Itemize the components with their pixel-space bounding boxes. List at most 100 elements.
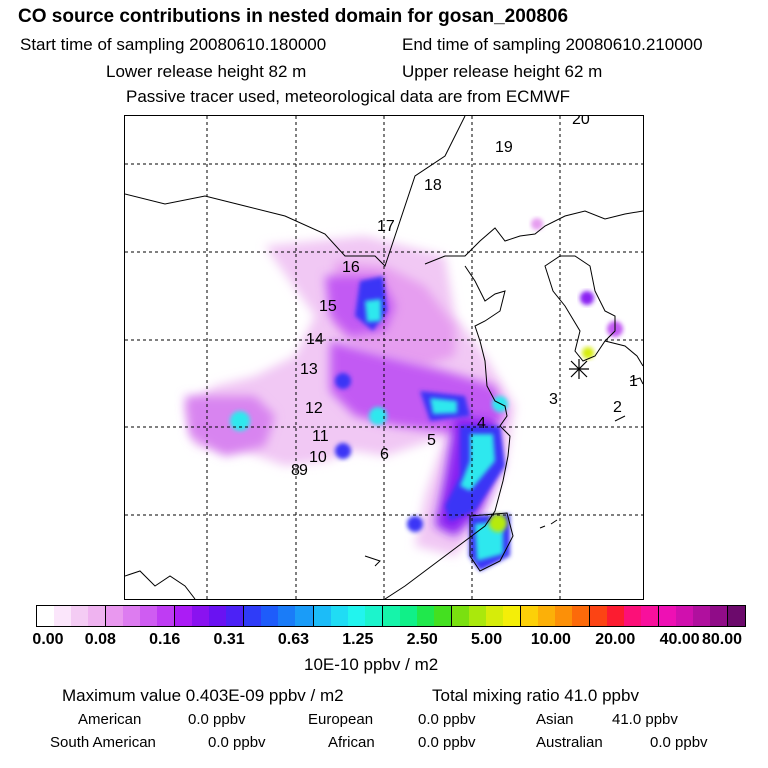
colorbar-swatch [641, 606, 659, 626]
colorbar-swatch [468, 606, 486, 626]
colorbar-swatch [295, 606, 313, 626]
colorbar-swatch [157, 606, 175, 626]
map-svg: 1 2 3 4 5 6 8 9 10 11 12 13 14 15 16 17 … [125, 116, 643, 599]
colorbar-tick-label: 0.08 [84, 631, 116, 648]
colorbar-swatch [347, 606, 365, 626]
colorbar-tick-label: 2.50 [406, 631, 438, 648]
south-american-label: South American [50, 734, 156, 751]
colorbar-swatch [192, 606, 210, 626]
colorbar-swatch [209, 606, 227, 626]
upper-release-height: Upper release height 62 m [402, 62, 603, 81]
colorbar-swatch [519, 606, 538, 626]
african-label: African [328, 734, 375, 751]
american-label: American [78, 711, 142, 728]
traj-label-4: 4 [477, 415, 486, 432]
plume-core-3 [460, 434, 495, 491]
colorbar-swatch [278, 606, 296, 626]
colorbar-swatch [54, 606, 72, 626]
asian-label: Asian [536, 711, 574, 728]
colorbar-swatch [364, 606, 382, 626]
colorbar-swatch [502, 606, 520, 626]
colorbar-swatch [312, 606, 331, 626]
colorbar-tick-label: 0.00 [32, 631, 64, 648]
plume-spot-2 [369, 407, 387, 425]
colorbar-swatch [710, 606, 728, 626]
colorbar-swatch [624, 606, 642, 626]
map-panel: 1 2 3 4 5 6 8 9 10 11 12 13 14 15 16 17 … [124, 115, 644, 600]
traj-label-11: 11 [312, 428, 329, 445]
plume-spot-south [407, 516, 423, 532]
traj-label-13: 13 [300, 361, 318, 378]
plume-core-2 [430, 398, 457, 414]
plume-core-1 [365, 299, 381, 322]
traj-label-5: 5 [427, 432, 436, 449]
traj-label-1: 1 [629, 373, 638, 390]
start-time: Start time of sampling 20080610.180000 [20, 35, 327, 54]
colorbar-swatch [485, 606, 503, 626]
colorbar-swatch [607, 606, 625, 626]
colorbar-tick-label: 20.00 [595, 631, 636, 648]
asian-value: 41.0 ppbv [612, 711, 678, 728]
traj-label-2: 2 [613, 399, 622, 416]
australian-label: Australian [536, 734, 603, 751]
traj-label-20: 20 [572, 116, 590, 128]
total-mixing-ratio: Total mixing ratio 41.0 ppbv [432, 686, 639, 705]
colorbar-tick-label: 40.00 [659, 631, 700, 648]
plume-spot-west [230, 411, 250, 431]
end-time: End time of sampling 20080610.210000 [402, 35, 703, 54]
european-label: European [308, 711, 374, 728]
plume-spot-korea-north [580, 291, 594, 305]
colorbar-swatch [693, 606, 711, 626]
colorbar-tick-label: 80.00 [701, 631, 743, 648]
plume-spot-1 [335, 373, 351, 389]
european-value: 0.0 ppbv [418, 711, 476, 728]
plume-spot-korea [582, 347, 594, 359]
colorbar-swatch [37, 606, 55, 626]
traj-label-10: 10 [309, 449, 327, 466]
graticule [125, 116, 643, 599]
colorbar-swatch [381, 606, 400, 626]
colorbar-unit: 10E-10 ppbv / m2 [304, 655, 439, 674]
american-value: 0.0 ppbv [188, 711, 246, 728]
australian-value: 0.0 ppbv [650, 734, 708, 751]
colorbar-swatch [571, 606, 589, 626]
coastlines [125, 116, 643, 599]
traj-label-12: 12 [305, 400, 323, 417]
traj-label-14: 14 [306, 331, 324, 348]
colorbar-tick-label: 1.25 [342, 631, 374, 648]
colorbar-swatch [71, 606, 89, 626]
colorbar [36, 605, 746, 627]
colorbar-swatch [450, 606, 469, 626]
plume-spot-north [531, 218, 543, 230]
colorbar-swatch [589, 606, 608, 626]
colorbar-swatch [399, 606, 417, 626]
colorbar-swatch [140, 606, 158, 626]
colorbar-swatch [123, 606, 141, 626]
traj-label-15: 15 [319, 298, 337, 315]
colorbar-swatch [676, 606, 694, 626]
plume-spot-3 [335, 443, 351, 459]
colorbar-tick-label: 0.63 [277, 631, 310, 648]
colorbar-swatch [416, 606, 434, 626]
colorbar-tick-label: 10.00 [530, 631, 571, 648]
plot-title: CO source contributions in nested domain… [18, 6, 569, 27]
colorbar-swatch [433, 606, 451, 626]
colorbar-swatch [105, 606, 124, 626]
traj-label-19: 19 [495, 139, 513, 156]
colorbar-swatch [174, 606, 193, 626]
colorbar-swatch [261, 606, 279, 626]
colorbar-swatch [226, 606, 244, 626]
release-site-asterisk-icon [569, 359, 589, 379]
colorbar-tick-label: 0.16 [149, 631, 181, 648]
traj-label-3: 3 [549, 391, 558, 408]
traj-label-17: 17 [377, 218, 395, 235]
trajectory-labels: 1 2 3 4 5 6 8 9 10 11 12 13 14 15 16 17 … [291, 116, 638, 479]
colorbar-swatch [330, 606, 348, 626]
traj-label-18: 18 [424, 177, 442, 194]
colorbar-swatch [554, 606, 572, 626]
south-american-value: 0.0 ppbv [208, 734, 266, 751]
african-value: 0.0 ppbv [418, 734, 476, 751]
traj-label-6: 6 [380, 446, 389, 463]
traj-label-9: 9 [299, 462, 308, 479]
traj-label-8: 8 [291, 462, 300, 479]
